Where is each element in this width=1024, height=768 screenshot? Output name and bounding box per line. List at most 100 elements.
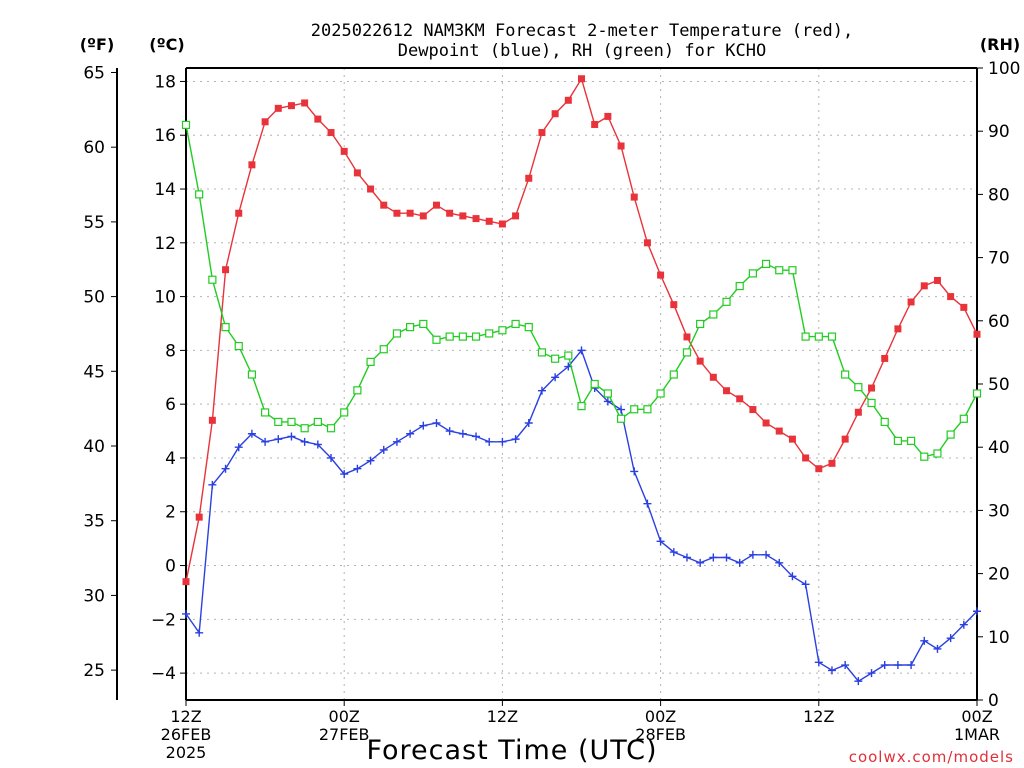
temperature-point — [973, 330, 981, 338]
rh-point — [326, 424, 336, 433]
rh-point — [920, 452, 929, 461]
dewpoint-point — [893, 661, 902, 670]
temperature-point — [512, 212, 520, 220]
temperature-point — [828, 459, 836, 467]
celsius-tick-label: 16 — [154, 126, 176, 146]
temperature-point — [419, 212, 427, 220]
temperature-point — [670, 301, 678, 309]
celsius-tick-label: 4 — [165, 449, 176, 469]
temperature-point — [182, 578, 190, 586]
fahrenheit-tick-label: 45 — [83, 362, 105, 382]
chart-title-line-1: 2025022612 NAM3KM Forecast 2-meter Tempe… — [311, 21, 853, 41]
rh-point — [551, 354, 560, 363]
rh-point — [616, 414, 626, 423]
x-tick-label: 12Z — [803, 707, 834, 726]
rh-tick-label: 70 — [988, 249, 1010, 269]
temperature-point — [248, 161, 256, 169]
dewpoint-point — [419, 421, 428, 430]
dewpoint-point — [669, 548, 678, 557]
dewpoint-point — [630, 467, 639, 476]
dewpoint-point — [287, 432, 296, 441]
rh-point — [208, 275, 217, 284]
dewpoint-point — [247, 429, 256, 438]
rh-point — [366, 357, 375, 366]
rh-point — [392, 329, 402, 338]
temperature-point — [630, 193, 638, 201]
temperature-point — [235, 209, 243, 217]
rh-point — [524, 323, 533, 332]
rh-point — [445, 332, 454, 341]
dewpoint-point — [353, 464, 362, 473]
temperature-point — [432, 201, 440, 209]
temperature-point — [195, 513, 203, 521]
rh-point — [643, 405, 652, 414]
rh-point — [761, 259, 771, 269]
rh-point — [432, 335, 441, 344]
temperature-point — [920, 282, 928, 290]
dewpoint-point — [208, 480, 217, 489]
dewpoint-point — [524, 418, 533, 427]
temperature-point — [301, 99, 309, 107]
temperature-point — [498, 220, 506, 228]
dewpoint-point — [551, 373, 560, 382]
temperature-point — [841, 435, 849, 443]
temperature-point — [736, 395, 744, 403]
rh-point — [682, 348, 692, 357]
axes — [116, 67, 978, 701]
rh-point — [181, 120, 191, 129]
rh-tick-label: 10 — [988, 628, 1010, 648]
rh-point — [406, 323, 415, 332]
rh-point — [814, 332, 823, 341]
temperature-point — [802, 454, 810, 462]
dewpoint-point — [788, 572, 797, 581]
x-tick-label: 00Z — [961, 707, 992, 726]
celsius-tick-label: 2 — [165, 503, 176, 523]
rh-point — [195, 190, 204, 199]
dewpoint-point — [762, 550, 771, 559]
dewpoint-point — [722, 553, 731, 562]
temperature-point — [657, 271, 665, 279]
temperature-point — [393, 209, 401, 217]
celsius-tick-label: 12 — [154, 234, 176, 254]
x-axis-title: Forecast Time (UTC) — [366, 735, 657, 766]
rh-tick-label: 50 — [988, 375, 1010, 395]
rh-point — [603, 389, 612, 398]
temperature-point — [854, 408, 862, 416]
series — [181, 75, 982, 686]
dewpoint-point — [854, 677, 863, 686]
rh-point — [353, 386, 362, 395]
temperature-point — [604, 112, 612, 120]
temperature-point — [538, 129, 546, 137]
rh-point — [458, 332, 467, 341]
temperature-point — [472, 215, 480, 223]
temperature-point — [815, 465, 823, 473]
temperature-point — [933, 276, 941, 284]
rh-point — [748, 269, 757, 278]
rh-axis-unit: (RH) — [980, 35, 1020, 54]
temperature-point — [749, 406, 757, 414]
x-tick-label: 1MAR — [954, 725, 1000, 744]
temperature-point — [327, 129, 335, 137]
dewpoint-point — [537, 386, 546, 395]
rh-point — [788, 266, 797, 275]
rh-point — [801, 332, 810, 341]
rh-point — [854, 383, 863, 392]
celsius-tick-label: −2 — [151, 610, 176, 630]
dewpoint-point — [327, 453, 336, 462]
rh-point — [419, 319, 428, 329]
fahrenheit-axis-unit: (ºF) — [80, 35, 115, 54]
temperature-point — [485, 217, 493, 225]
dewpoint-point — [406, 429, 415, 438]
x-tick-label: 12Z — [170, 707, 201, 726]
rh-point — [379, 345, 388, 354]
rh-point — [841, 370, 850, 379]
temperature-point — [960, 303, 968, 311]
dewpoint-series-line — [185, 348, 978, 683]
temperature-point — [947, 293, 955, 301]
dewpoint-point — [234, 443, 243, 452]
temperature-point — [907, 298, 915, 306]
temperature-point — [775, 427, 783, 435]
dewpoint-point — [182, 609, 190, 618]
celsius-tick-label: 0 — [165, 557, 176, 577]
